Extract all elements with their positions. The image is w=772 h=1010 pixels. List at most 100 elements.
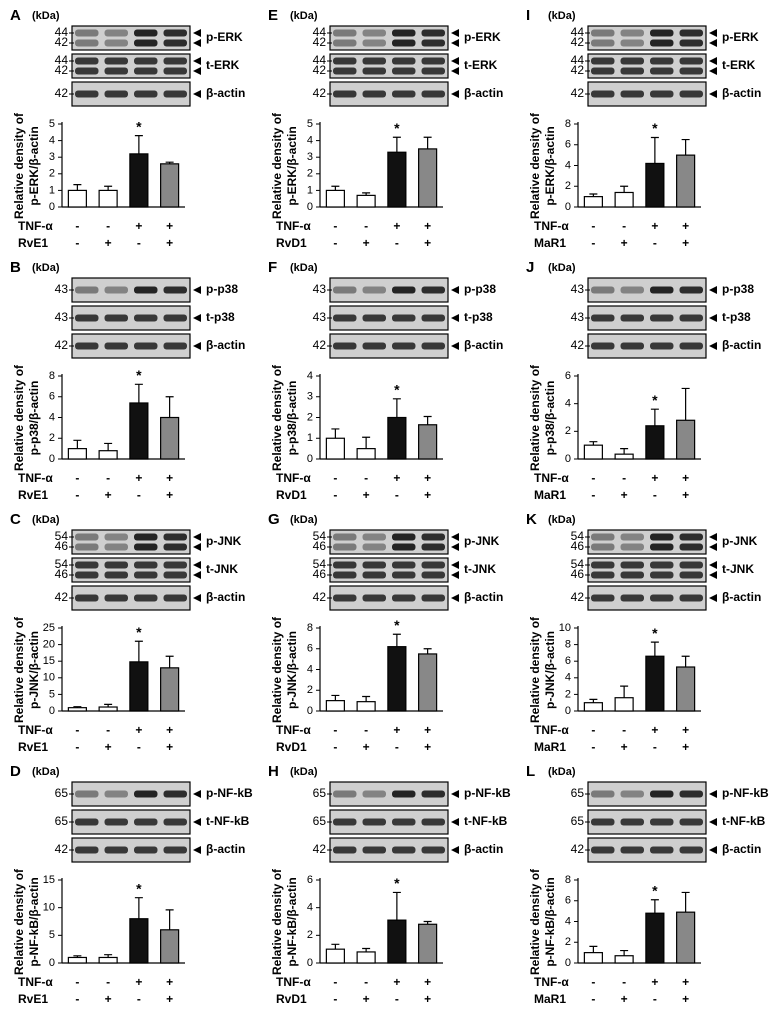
arrow [709, 57, 717, 65]
kda-label: (kDa) [32, 10, 60, 22]
band [362, 533, 386, 541]
band [362, 39, 386, 47]
y-tick-label: 4 [565, 398, 571, 410]
band [134, 594, 158, 602]
protein-label: β-actin [206, 590, 245, 604]
arrow [451, 314, 459, 322]
treatment-sign: + [105, 740, 112, 754]
treatment-name: MaR1 [534, 740, 566, 754]
kda-marker: 43 [55, 310, 69, 324]
error-bar [589, 945, 598, 953]
band [333, 67, 357, 75]
band [134, 286, 158, 294]
band [163, 342, 187, 350]
error-bar [681, 655, 690, 668]
y-axis-label: Relative density of [528, 868, 542, 975]
treatment-sign: - [364, 471, 368, 485]
arrow [709, 594, 717, 602]
treatment-name: TNF-α [276, 219, 311, 233]
band [421, 67, 445, 75]
band [104, 39, 128, 47]
band [163, 533, 187, 541]
error-bar [589, 441, 598, 446]
error-bar [73, 183, 82, 191]
protein-label: t-ERK [722, 58, 756, 72]
bar [614, 453, 634, 460]
bar [98, 189, 118, 208]
kda-label: (kDa) [32, 262, 60, 274]
band [392, 39, 416, 47]
band [333, 818, 357, 826]
y-tick-label: 8 [49, 370, 55, 382]
band [620, 571, 644, 579]
arrow [451, 57, 459, 65]
y-tick-label: 2 [307, 411, 313, 423]
arrow [709, 543, 717, 551]
treatment-sign: - [622, 219, 626, 233]
arrow [709, 67, 717, 75]
kda-label: (kDa) [290, 766, 318, 778]
band [362, 790, 386, 798]
protein-label: β-actin [722, 338, 761, 352]
treatment-sign: - [333, 471, 337, 485]
band [591, 286, 615, 294]
panel: L (kDa) 65 p-NF-kB 65 t-NF-kB 42 β-actin 0 2 4 6 8 Re… [526, 763, 769, 1006]
band [104, 67, 128, 75]
band [333, 39, 357, 47]
treatment-sign: + [135, 975, 142, 989]
bar [356, 951, 376, 964]
bar [129, 661, 149, 712]
band [362, 543, 386, 551]
band [620, 90, 644, 98]
band [679, 594, 703, 602]
y-tick-label: 5 [49, 688, 55, 700]
band [679, 67, 703, 75]
y-tick-label: 2 [307, 168, 313, 180]
treatment-sign: - [333, 236, 337, 250]
treatment-sign: + [424, 471, 431, 485]
treatment-sign: + [682, 236, 689, 250]
error-bar [650, 899, 659, 914]
treatment-sign: + [135, 471, 142, 485]
treatment-name: MaR1 [534, 992, 566, 1006]
band [421, 342, 445, 350]
treatment-sign: - [622, 975, 626, 989]
band [679, 818, 703, 826]
error-bar [423, 920, 432, 925]
bar [645, 912, 665, 964]
error-bar [134, 383, 143, 403]
y-tick-label: 6 [565, 655, 571, 667]
treatment-sign: + [682, 488, 689, 502]
y-tick-label: 8 [565, 118, 571, 130]
kda-marker: 54 [55, 529, 69, 543]
band [333, 790, 357, 798]
arrow [451, 533, 459, 541]
kda-marker: 44 [571, 53, 585, 67]
band [134, 846, 158, 854]
y-axis-label: p-ERK/β-actin [285, 126, 299, 205]
treatment-sign: - [137, 236, 141, 250]
band [421, 533, 445, 541]
y-tick-label: 15 [43, 655, 55, 667]
band [679, 543, 703, 551]
bar [387, 416, 407, 460]
band [104, 790, 128, 798]
kda-marker: 43 [571, 282, 585, 296]
error-bar [331, 943, 340, 950]
y-tick-label: 6 [565, 139, 571, 151]
panel-label: E [268, 7, 278, 24]
bar [98, 450, 118, 460]
error-bar [589, 193, 598, 197]
kda-label: (kDa) [548, 10, 576, 22]
band [650, 818, 674, 826]
band [392, 286, 416, 294]
band [591, 790, 615, 798]
kda-marker: 42 [313, 35, 327, 49]
band [333, 561, 357, 569]
error-bar [134, 640, 143, 662]
y-tick-label: 0 [307, 957, 313, 969]
band [591, 314, 615, 322]
treatment-name: TNF-α [276, 975, 311, 989]
